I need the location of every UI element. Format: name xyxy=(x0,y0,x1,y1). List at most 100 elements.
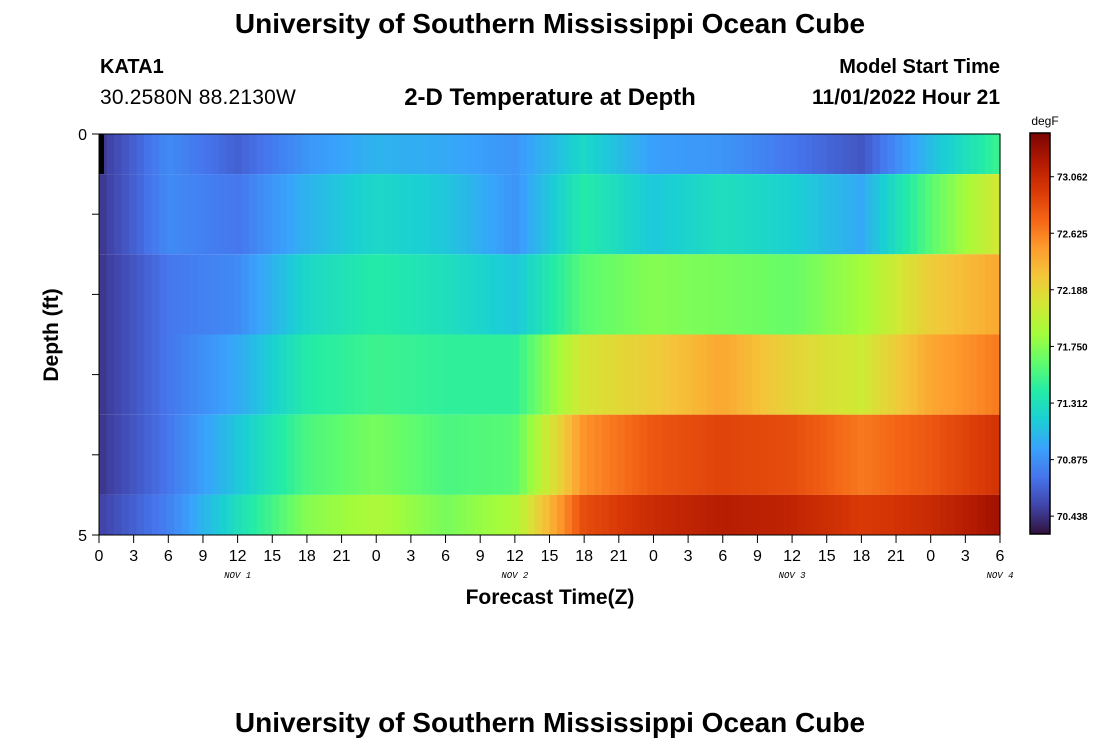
heatmap-cell xyxy=(99,334,108,415)
heatmap-cell xyxy=(834,174,843,255)
heatmap-cell xyxy=(602,414,611,495)
heatmap-cell xyxy=(564,334,573,415)
heatmap-cell xyxy=(376,134,385,175)
heatmap-cell xyxy=(714,254,723,335)
heatmap-cell xyxy=(211,334,220,415)
heatmap-cell xyxy=(789,334,798,415)
heatmap-cell xyxy=(219,334,228,415)
heatmap-cell xyxy=(609,254,618,335)
heatmap-cell xyxy=(609,414,618,495)
heatmap-cell xyxy=(384,334,393,415)
heatmap-cell xyxy=(211,414,220,495)
heatmap-cell xyxy=(879,254,888,335)
heatmap-cell xyxy=(767,334,776,415)
heatmap-cell xyxy=(887,254,896,335)
heatmap-cell xyxy=(451,134,460,175)
heatmap-cell xyxy=(511,334,521,415)
heatmap-cell xyxy=(864,414,873,495)
heatmap-cell xyxy=(361,174,370,255)
heatmap-cell xyxy=(827,134,836,175)
heatmap-cell xyxy=(849,334,858,415)
colorbar-tick-label: 72.188 xyxy=(1057,286,1088,297)
heatmap-cell xyxy=(684,494,693,535)
heatmap-cell xyxy=(316,334,325,415)
heatmap-cell xyxy=(887,334,896,415)
chart-subtitle: 2-D Temperature at Depth xyxy=(404,84,696,111)
heatmap-cell xyxy=(354,494,363,535)
heatmap-cell xyxy=(391,334,400,415)
heatmap-cell xyxy=(572,134,581,175)
heatmap-cell xyxy=(466,334,476,415)
heatmap-cell xyxy=(234,414,243,495)
heatmap-cell xyxy=(782,174,791,255)
heatmap-cell xyxy=(984,254,994,335)
heatmap-cell xyxy=(151,254,160,335)
heatmap-cell xyxy=(954,174,964,255)
heatmap-cell xyxy=(121,334,130,415)
heatmap-cell xyxy=(204,334,213,415)
y-tick-label: 5 xyxy=(78,528,87,545)
heatmap-cell xyxy=(504,254,513,335)
heatmap-cell xyxy=(654,494,663,535)
heatmap-cell xyxy=(992,494,1001,535)
heatmap-cell xyxy=(399,334,408,415)
heatmap-cell xyxy=(511,414,521,495)
heatmap-cell xyxy=(331,254,340,335)
heatmap-cell xyxy=(849,254,858,335)
x-tick-label: 15 xyxy=(541,548,559,565)
heatmap-cell xyxy=(782,494,791,535)
heatmap-cell xyxy=(722,254,731,335)
heatmap-cell xyxy=(159,494,168,535)
heatmap-cell xyxy=(496,334,506,415)
heatmap-cell xyxy=(151,134,160,175)
heatmap-cell xyxy=(834,414,843,495)
heatmap-cell xyxy=(714,414,723,495)
heatmap-cell xyxy=(737,334,746,415)
heatmap-cell xyxy=(774,134,783,175)
heatmap-cell xyxy=(234,174,243,255)
heatmap-cell xyxy=(121,254,130,335)
heatmap-cell xyxy=(181,134,190,175)
heatmap-cell xyxy=(857,134,866,175)
x-tick-label: 0 xyxy=(926,548,935,565)
heatmap-cell xyxy=(174,174,183,255)
heatmap-cell xyxy=(857,334,866,415)
heatmap-cell xyxy=(714,174,723,255)
heatmap-cell xyxy=(722,414,731,495)
heatmap-cell xyxy=(819,174,828,255)
heatmap-cell xyxy=(129,174,138,255)
heatmap-cell xyxy=(511,494,521,535)
heatmap-cell xyxy=(594,334,603,415)
heatmap-cell xyxy=(346,494,355,535)
heatmap-cell xyxy=(857,174,866,255)
heatmap-cell xyxy=(346,174,355,255)
heatmap-cell xyxy=(819,494,828,535)
heatmap-cell xyxy=(181,334,190,415)
heatmap-cell xyxy=(849,414,858,495)
heatmap-cell xyxy=(887,134,896,175)
heatmap-cell xyxy=(459,414,468,495)
heatmap-cell xyxy=(887,494,896,535)
heatmap-cell xyxy=(196,254,205,335)
heatmap-cell xyxy=(602,174,611,255)
heatmap-cell xyxy=(481,494,491,535)
heatmap-cell xyxy=(354,334,363,415)
heatmap-cell xyxy=(384,414,393,495)
heatmap-cell xyxy=(632,174,641,255)
heatmap-cell xyxy=(557,494,566,535)
heatmap-cell xyxy=(609,334,618,415)
heatmap-cell xyxy=(684,254,693,335)
heatmap-cell xyxy=(729,494,738,535)
heatmap-cell xyxy=(939,174,949,255)
heatmap-cell xyxy=(849,134,858,175)
heatmap-cell xyxy=(309,134,318,175)
heatmap-cell xyxy=(767,174,776,255)
heatmap-cell xyxy=(114,174,123,255)
heatmap-cell xyxy=(827,414,836,495)
page-title: University of Southern Mississippi Ocean… xyxy=(234,8,866,39)
heatmap-cell xyxy=(466,174,476,255)
heatmap-cell xyxy=(519,494,528,535)
heatmap-cell xyxy=(429,334,438,415)
heatmap-cell xyxy=(594,134,603,175)
heatmap-cell xyxy=(977,334,986,415)
